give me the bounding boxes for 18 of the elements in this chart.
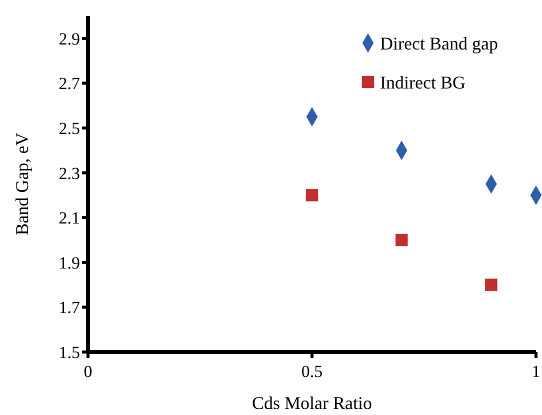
x-tick-label: 0.5	[301, 362, 323, 381]
y-tick-label: 1.9	[58, 253, 80, 272]
y-tick-label: 2.7	[58, 74, 80, 94]
x-axis-title: Cds Molar Ratio	[252, 393, 372, 413]
point	[485, 278, 498, 291]
y-tick-label: 2.9	[58, 29, 80, 48]
y-tick-label: 2.3	[58, 164, 80, 183]
point	[306, 189, 318, 202]
legend-label: Direct Band gap	[380, 33, 498, 54]
x-tick-label: 0	[84, 362, 92, 381]
point	[395, 234, 408, 246]
y-tick-label: 2.5	[58, 118, 80, 138]
y-tick-label: 1.7	[58, 298, 80, 318]
legend-label: Indirect BG	[380, 72, 466, 92]
y-tick-label: 1.5	[58, 342, 80, 362]
y-tick-label: 2.1	[58, 208, 80, 228]
y-axis-title: Band Gap, eV	[12, 132, 32, 236]
x-tick-label: 1	[532, 362, 540, 381]
